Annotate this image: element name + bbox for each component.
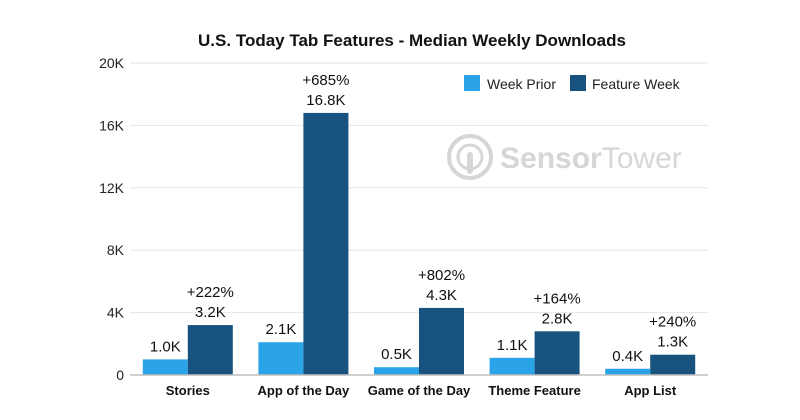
change-label: +802%	[418, 267, 465, 284]
y-axis: 0 4K 8K 12K 16K 20K	[99, 55, 125, 383]
watermark: SensorTower	[447, 134, 682, 180]
x-tick-label: Stories	[166, 383, 210, 398]
x-axis: Stories App of the Day Game of the Day Them…	[130, 374, 708, 398]
change-label: +685%	[302, 72, 349, 89]
bar-feature-week	[534, 331, 580, 375]
y-tick-label: 4K	[107, 305, 125, 321]
data-label-week-prior: 0.5K	[381, 346, 412, 363]
chart-title: U.S. Today Tab Features - Median Weekly …	[198, 31, 626, 50]
watermark-text: SensorTower	[500, 142, 682, 175]
change-label: +222%	[187, 284, 234, 301]
legend-swatch-week-prior	[464, 75, 480, 91]
data-label-week-prior: 1.0K	[150, 338, 181, 355]
change-label: +240%	[649, 314, 696, 331]
bar-week-prior	[374, 367, 419, 375]
legend-label-feature-week: Feature Week	[592, 76, 681, 92]
x-tick-label: Game of the Day	[368, 383, 471, 398]
y-tick-label: 20K	[99, 55, 125, 71]
sensor-tower-logo-icon	[447, 134, 493, 180]
y-tick-label: 12K	[99, 180, 125, 196]
data-label-feature-week: 4.3K	[426, 287, 457, 304]
bars	[142, 112, 696, 376]
bar-week-prior	[605, 368, 651, 375]
bar-week-prior	[489, 357, 535, 375]
data-label-week-prior: 0.4K	[612, 348, 643, 365]
x-tick-label: Theme Feature	[488, 383, 580, 398]
data-label-feature-week: 2.8K	[542, 310, 573, 327]
legend-label-week-prior: Week Prior	[487, 76, 556, 92]
data-label-week-prior: 2.1K	[265, 321, 296, 338]
bar-week-prior	[258, 342, 304, 375]
legend: Week Prior Feature Week	[464, 75, 681, 92]
bar-feature-week	[650, 354, 696, 375]
watermark-brand-light: Tower	[602, 142, 682, 175]
y-tick-label: 16K	[99, 117, 125, 133]
bar-feature-week	[303, 112, 349, 376]
data-label-feature-week: 1.3K	[657, 334, 688, 351]
data-label-feature-week: 16.8K	[306, 92, 345, 109]
bar-week-prior	[142, 359, 188, 375]
bar-feature-week	[419, 307, 464, 375]
data-label-feature-week: 3.2K	[195, 304, 226, 321]
change-label: +164%	[534, 290, 581, 307]
watermark-brand-bold: Sensor	[500, 142, 602, 175]
x-tick-label: App List	[624, 383, 677, 398]
x-tick-label: App of the Day	[258, 383, 350, 398]
bar-feature-week	[187, 325, 233, 375]
y-tick-label: 0	[116, 367, 124, 383]
data-label-week-prior: 1.1K	[497, 337, 528, 354]
data-labels: 1.0K 3.2K +222% 2.1K 16.8K +685% 0.5K 4.3K +802%…	[150, 72, 696, 365]
y-tick-label: 8K	[107, 242, 125, 258]
legend-swatch-feature-week	[570, 75, 586, 91]
